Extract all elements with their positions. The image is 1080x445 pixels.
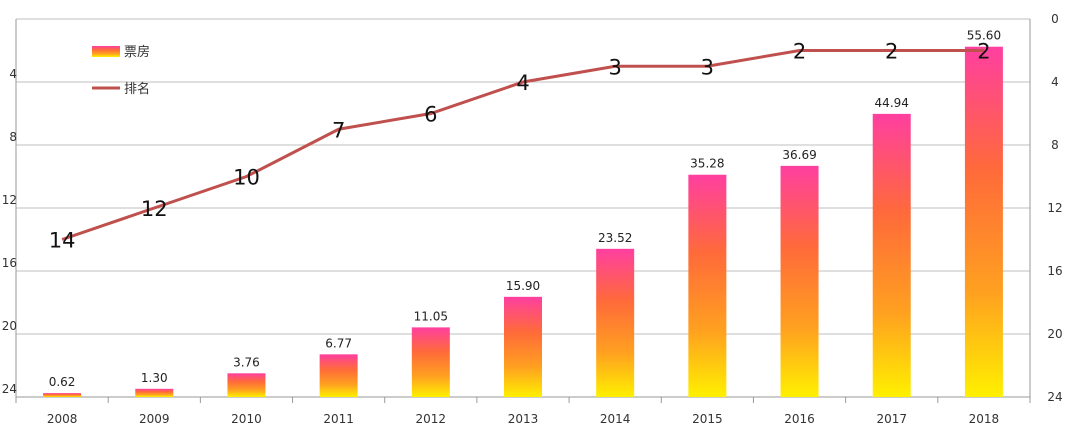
x-tick-label: 2008 <box>47 412 78 426</box>
bar <box>688 174 727 397</box>
bar <box>780 165 819 397</box>
x-tick-label: 2009 <box>139 412 170 426</box>
rank-value-label: 3 <box>608 55 621 79</box>
rank-value-label: 3 <box>701 55 714 79</box>
x-tick-label: 2010 <box>231 412 262 426</box>
left-tick-label: 4 <box>9 67 17 81</box>
left-tick-label: 16 <box>2 256 17 270</box>
rank-value-labels: 14 12 10 7 6 4 3 3 2 2 2 <box>49 40 991 253</box>
left-tick-label: 12 <box>2 193 17 207</box>
right-tick-label: 16 <box>1047 264 1062 278</box>
legend-bar-label: 票房 <box>124 44 150 60</box>
bar-value-label: 23.52 <box>598 231 632 245</box>
legend-bar-swatch <box>92 46 120 57</box>
bar-value-label: 6.77 <box>325 336 352 350</box>
rank-value-label: 2 <box>977 40 990 64</box>
bar-value-label: 55.60 <box>967 29 1001 43</box>
bar <box>135 388 174 397</box>
bar-value-label: 1.30 <box>141 371 168 385</box>
x-tick-label: 2011 <box>323 412 354 426</box>
legend: 票房 排名 <box>92 44 150 97</box>
bar <box>227 373 266 397</box>
x-tick-label: 2013 <box>508 412 539 426</box>
bar-value-labels: 0.62 1.30 3.76 6.77 11.05 15.90 23.52 35.28 36.6… <box>49 29 1001 389</box>
right-tick-label: 8 <box>1051 138 1059 152</box>
rank-value-label: 2 <box>793 40 806 64</box>
right-axis-tick-labels: 0 4 8 12 16 20 24 <box>1047 12 1062 404</box>
legend-line-label: 排名 <box>124 81 150 97</box>
x-tick-labels: 2008 2009 2010 2011 2012 2013 2014 2015 2016 2017… <box>47 412 999 426</box>
bar <box>319 354 358 397</box>
rank-value-label: 12 <box>141 197 168 221</box>
left-tick-label: 24 <box>2 382 17 396</box>
rank-value-label: 4 <box>516 71 529 95</box>
bar <box>596 248 635 397</box>
rank-line <box>61 49 984 241</box>
left-axis-tick-labels: 4 8 12 16 20 24 <box>2 67 17 396</box>
x-tick-label: 2016 <box>784 412 815 426</box>
left-tick-label: 20 <box>2 319 17 333</box>
x-tick-label: 2015 <box>692 412 723 426</box>
rank-value-label: 14 <box>49 229 76 253</box>
rank-value-label: 10 <box>233 166 260 190</box>
right-tick-label: 20 <box>1047 327 1062 341</box>
bar-value-label: 35.28 <box>690 157 724 171</box>
x-tick-label: 2012 <box>416 412 447 426</box>
rank-value-label: 6 <box>424 103 437 127</box>
bar-value-label: 44.94 <box>875 96 909 110</box>
x-tick-label: 2017 <box>876 412 907 426</box>
x-tick-label: 2014 <box>600 412 631 426</box>
bar <box>872 113 911 398</box>
bar-value-label: 15.90 <box>506 279 540 293</box>
rank-value-label: 2 <box>885 40 898 64</box>
bar-value-label: 36.69 <box>782 148 816 162</box>
bar <box>964 46 1003 397</box>
bars <box>43 46 1003 398</box>
right-tick-label: 12 <box>1047 201 1062 215</box>
rank-value-label: 7 <box>332 118 345 142</box>
bar <box>43 393 82 397</box>
bar-value-label: 0.62 <box>49 375 76 389</box>
right-tick-label: 24 <box>1047 390 1062 404</box>
left-tick-label: 8 <box>9 130 17 144</box>
bar-value-label: 11.05 <box>414 309 448 323</box>
bar <box>504 296 542 397</box>
bar <box>411 327 450 397</box>
bar-value-label: 3.76 <box>233 355 260 369</box>
right-tick-label: 4 <box>1051 75 1059 89</box>
right-tick-label: 0 <box>1051 12 1059 26</box>
x-tick-label: 2018 <box>969 412 1000 426</box>
